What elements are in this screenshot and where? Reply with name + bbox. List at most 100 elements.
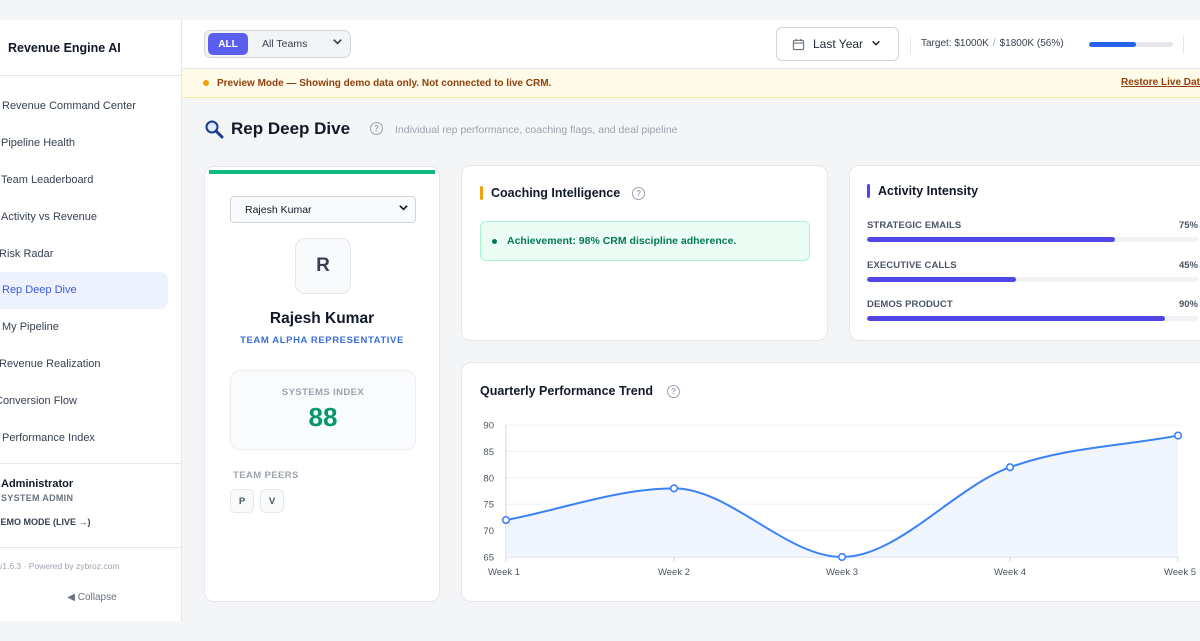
target-label: Target: $1000K: [921, 38, 989, 49]
user-role: SYSTEM ADMIN: [1, 493, 74, 503]
y-tick-label: 90: [483, 421, 494, 432]
y-tick-label: 75: [483, 500, 494, 511]
magnifier-icon: [205, 120, 224, 139]
collapse-button[interactable]: ◀ Collapse: [67, 592, 117, 603]
calendar-icon: [792, 38, 805, 50]
activity-bar: [867, 276, 1198, 282]
sidebar-item-label: Performance Index: [2, 431, 95, 444]
demo-mode-toggle[interactable]: DEMO MODE (LIVE →): [0, 517, 91, 527]
rep-profile-card: Rajesh Kumar R Rajesh Kumar TEAM ALPHA R…: [204, 166, 440, 602]
accent-bar: [867, 184, 870, 198]
data-point[interactable]: [1005, 463, 1015, 472]
peer-avatar[interactable]: P: [230, 489, 254, 513]
activity-row: EXECUTIVE CALLS 45%: [867, 260, 1198, 282]
chart-title: Quarterly Performance Trend: [480, 384, 653, 398]
divider: [910, 36, 911, 54]
y-tick-label: 80: [483, 473, 494, 484]
sidebar-item-label: Risk Radar: [0, 247, 54, 260]
period-select[interactable]: Last Year: [776, 27, 899, 61]
activity-label: STRATEGIC EMAILS: [867, 220, 962, 231]
avatar: R: [295, 238, 351, 294]
sidebar-item-label: My Pipeline: [2, 321, 59, 334]
accent-bar: [480, 186, 483, 200]
sidebar: Revenue Engine AI Revenue Command Center…: [0, 20, 182, 621]
y-tick-label: 65: [483, 553, 494, 564]
data-point[interactable]: [501, 515, 511, 525]
user-section: Administrator SYSTEM ADMIN DEMO MODE (LI…: [0, 463, 182, 527]
warning-dot-icon: [203, 80, 209, 86]
version-text: v1.6.3 · Powered by zybroz.com: [0, 561, 120, 571]
sidebar-item-label: Revenue Command Center: [2, 100, 136, 113]
sidebar-item-activity-vs-revenue[interactable]: Activity vs Revenue: [0, 198, 168, 235]
trend-title: Quarterly Performance Trend ?: [480, 384, 680, 398]
activity-row: DEMOS PRODUCT 90%: [867, 299, 1198, 321]
page-bottom: [0, 621, 1200, 641]
rep-select[interactable]: Rajesh Kumar: [230, 196, 416, 223]
banner-message: Preview Mode — Showing demo data only. N…: [217, 77, 552, 89]
sidebar-item-team-leaderboard[interactable]: Team Leaderboard: [0, 162, 168, 199]
sidebar-item-pipeline-health[interactable]: Pipeline Health: [0, 125, 168, 162]
coaching-alert-text: Achievement: 98% CRM discipline adherenc…: [507, 235, 737, 247]
sidebar-item-conversion-flow[interactable]: Conversion Flow: [0, 382, 168, 419]
bullet-icon: [492, 238, 497, 244]
data-point[interactable]: [1173, 431, 1183, 440]
y-tick-label: 70: [483, 526, 494, 537]
activity-intensity-card: Activity Intensity STRATEGIC EMAILS 75% EX…: [849, 165, 1200, 341]
activity-bar-fill: [867, 316, 1165, 321]
rep-select-value: Rajesh Kumar: [245, 203, 312, 216]
systems-index-label: SYSTEMS INDEX: [281, 387, 365, 398]
sidebar-item-my-pipeline[interactable]: My Pipeline: [0, 309, 168, 346]
sidebar-item-label: Revenue Realization: [0, 357, 101, 370]
help-icon[interactable]: ?: [370, 122, 383, 135]
target-progress-bar: [1089, 42, 1173, 47]
activity-bar-fill: [867, 237, 1116, 242]
x-tick-label: Week 2: [658, 567, 690, 578]
activity-percent: 45%: [1178, 259, 1198, 271]
period-label: Last Year: [813, 37, 864, 51]
y-tick-label: 85: [483, 447, 494, 458]
help-icon[interactable]: ?: [666, 384, 680, 398]
x-tick-label: Week 5: [1164, 567, 1196, 578]
systems-index-box: SYSTEMS INDEX 88: [230, 370, 416, 450]
team-peers-label: TEAM PEERS: [233, 470, 299, 481]
peer-avatar[interactable]: V: [260, 489, 284, 513]
sidebar-item-risk-radar[interactable]: Risk Radar: [0, 235, 168, 272]
help-icon[interactable]: ?: [632, 186, 646, 200]
all-teams-button[interactable]: ALL: [208, 33, 248, 55]
preview-banner: Preview Mode — Showing demo data only. N…: [182, 69, 1200, 98]
sidebar-item-label: Conversion Flow: [0, 394, 77, 407]
top-header: ALL All Teams Last Year Target: $1000K / $…: [182, 20, 1200, 69]
rep-name: Rajesh Kumar: [269, 310, 375, 327]
status-accent-bar: [209, 170, 435, 174]
coaching-alert: Achievement: 98% CRM discipline adherenc…: [480, 221, 810, 261]
page-title: Rep Deep Dive: [204, 119, 350, 139]
sidebar-item-revenue-realization[interactable]: Revenue Realization: [0, 346, 168, 383]
page-title-text: Rep Deep Dive: [231, 119, 351, 138]
user-name: Administrator: [1, 478, 74, 490]
activity-title-text: Activity Intensity: [878, 184, 979, 198]
activity-label: EXECUTIVE CALLS: [867, 259, 957, 271]
x-tick-label: Week 1: [488, 567, 520, 578]
activity-label: DEMOS PRODUCT: [867, 299, 953, 310]
chevron-down-icon: [871, 38, 881, 51]
data-point[interactable]: [669, 484, 679, 493]
app-name: Revenue Engine AI: [0, 20, 181, 76]
team-select[interactable]: All Teams: [262, 38, 308, 50]
rep-role: TEAM ALPHA REPRESENTATIVE: [240, 335, 404, 346]
sidebar-footer: v1.6.3 · Powered by zybroz.com ◀ Collaps…: [0, 547, 182, 603]
data-point[interactable]: [837, 552, 847, 562]
activity-percent: 90%: [1178, 299, 1198, 310]
sidebar-item-label: Activity vs Revenue: [1, 210, 97, 223]
restore-live-data-link[interactable]: Restore Live Data: [1121, 77, 1200, 88]
target-achieved: $1800K (56%): [999, 38, 1064, 49]
sidebar-item-performance-index[interactable]: Performance Index: [0, 419, 168, 456]
team-filter: ALL All Teams: [204, 30, 351, 58]
chevron-down-icon: [398, 202, 409, 216]
coaching-intelligence-card: Coaching Intelligence ? Achievement: 98%…: [461, 165, 828, 341]
series-area: [506, 435, 1178, 557]
sidebar-item-revenue-command-center[interactable]: Revenue Command Center: [0, 88, 168, 125]
activity-bar: [867, 316, 1198, 321]
sidebar-item-rep-deep-dive[interactable]: Rep Deep Dive: [0, 271, 168, 309]
divider: [1183, 36, 1184, 54]
